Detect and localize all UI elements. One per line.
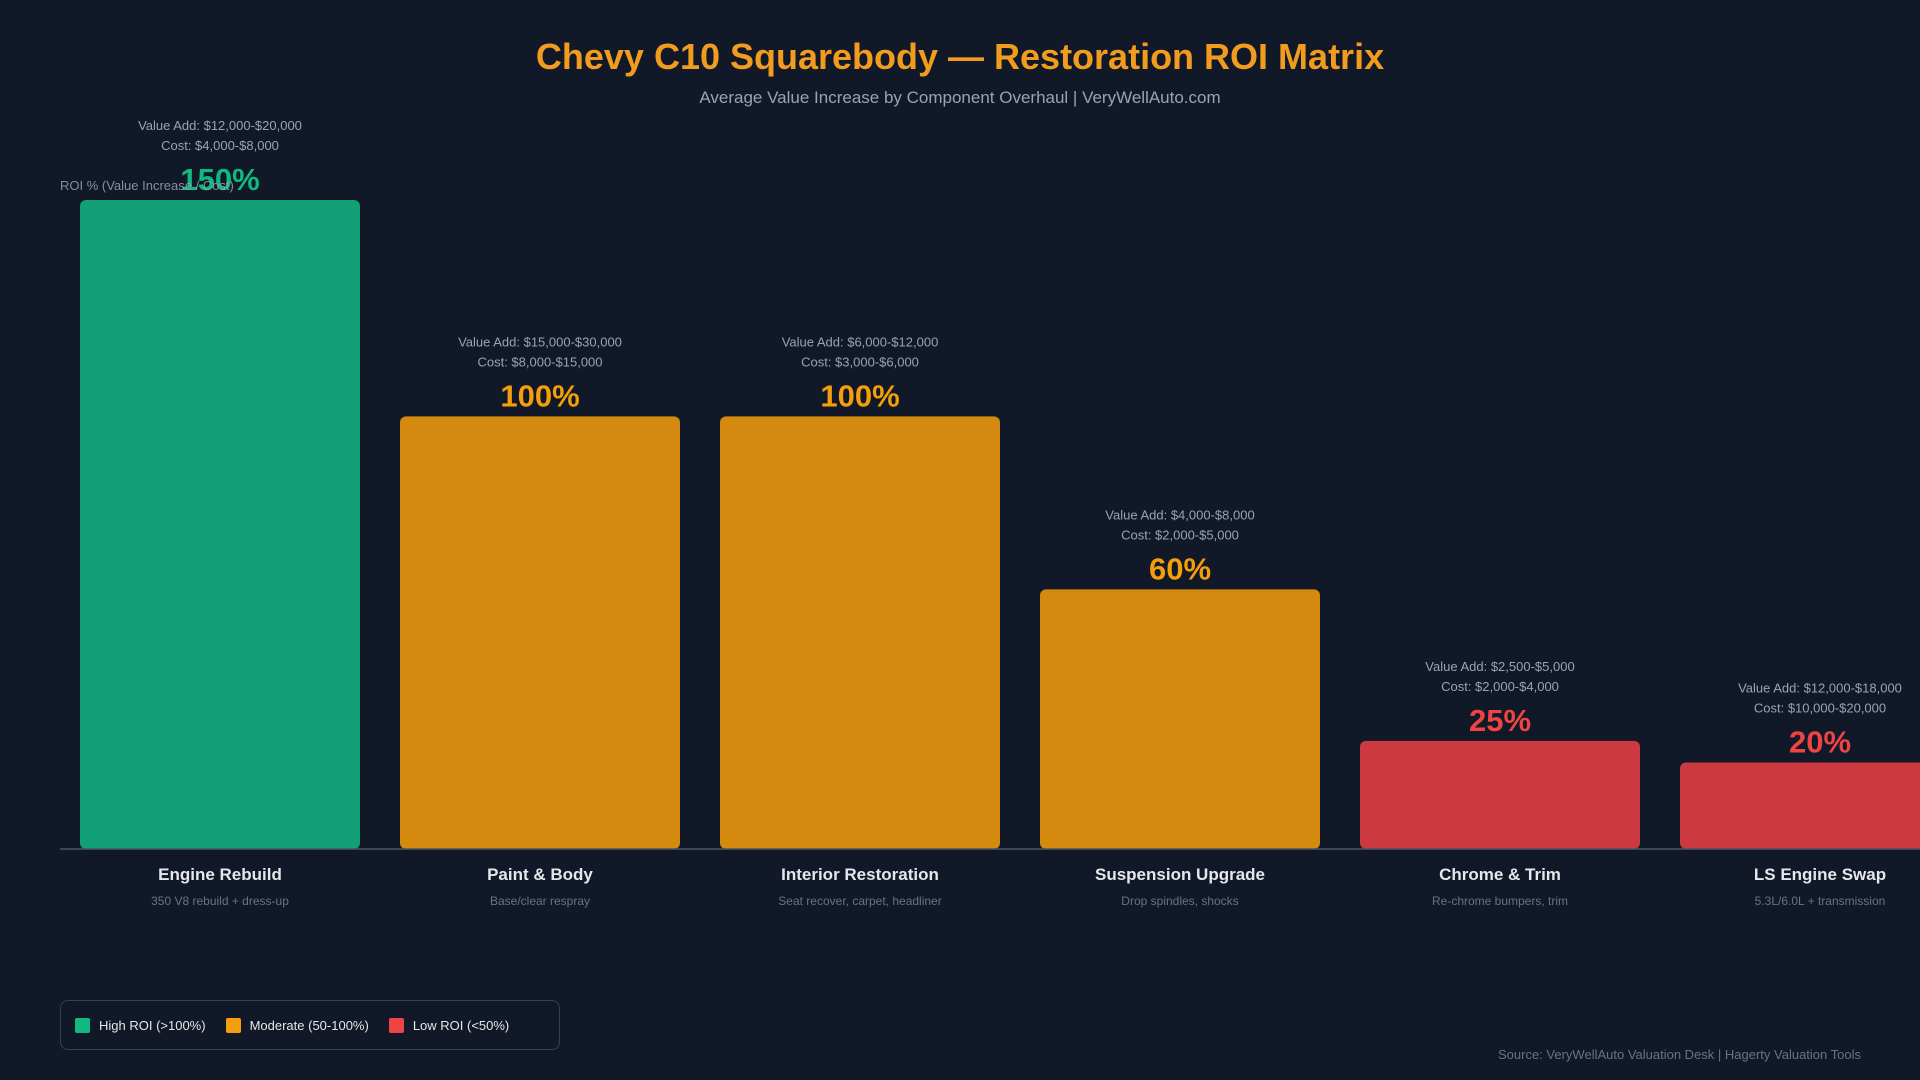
legend-label-moderate: Moderate (50-100%)	[249, 1017, 369, 1033]
value-label-3: 100%	[820, 378, 899, 413]
cost-label-3: Cost: $3,000-$6,000	[801, 354, 919, 369]
value-add-label-1: Value Add: $12,000-$20,000	[138, 118, 302, 133]
legend-swatch-moderate	[225, 1017, 241, 1033]
bar-1	[80, 200, 360, 849]
chart-subtitle: Average Value Increase by Component Over…	[699, 88, 1221, 107]
category-label-2: Paint & Body	[487, 865, 593, 884]
category-description-1: 350 V8 rebuild + dress-up	[151, 894, 289, 908]
bar-chart: 150% Cost: $4,000-$8,000 Value Add: $12,00…	[60, 118, 1920, 908]
legend-item-high: High ROI (>100%)	[75, 1017, 206, 1033]
value-add-label-6: Value Add: $12,000-$18,000	[1738, 680, 1902, 695]
cost-label-4: Cost: $2,000-$5,000	[1121, 527, 1239, 542]
category-label-3: Interior Restoration	[781, 865, 939, 884]
category-description-4: Drop spindles, shocks	[1121, 894, 1238, 908]
cost-label-6: Cost: $10,000-$20,000	[1754, 700, 1886, 715]
value-add-label-3: Value Add: $6,000-$12,000	[782, 334, 939, 349]
cost-label-2: Cost: $8,000-$15,000	[477, 354, 602, 369]
category-description-6: 5.3L/6.0L + transmission	[1755, 894, 1886, 908]
category-description-5: Re-chrome bumpers, trim	[1432, 894, 1568, 908]
value-label-2: 100%	[500, 378, 579, 413]
value-label-5: 25%	[1469, 703, 1531, 738]
legend: High ROI (>100%) Moderate (50-100%) Low …	[60, 1000, 560, 1050]
value-label-1: 150%	[180, 162, 259, 197]
legend-swatch-low	[388, 1017, 404, 1033]
value-add-label-4: Value Add: $4,000-$8,000	[1105, 507, 1254, 522]
value-add-label-2: Value Add: $15,000-$30,000	[458, 334, 622, 349]
value-add-label-5: Value Add: $2,500-$5,000	[1425, 659, 1574, 674]
bar-5	[1360, 740, 1640, 849]
legend-item-moderate: Moderate (50-100%)	[225, 1017, 369, 1033]
chart-title: Chevy C10 Squarebody — Restoration ROI M…	[535, 36, 1385, 77]
cost-label-1: Cost: $4,000-$8,000	[161, 138, 279, 153]
bar-6	[1680, 762, 1920, 849]
category-label-5: Chrome & Trim	[1439, 865, 1561, 884]
source-note: Source: VeryWellAuto Valuation Desk | Ha…	[1498, 1047, 1861, 1062]
category-label-1: Engine Rebuild	[158, 865, 282, 884]
legend-swatch-high	[75, 1017, 90, 1033]
bar-2	[400, 416, 680, 849]
category-label-4: Suspension Upgrade	[1095, 865, 1265, 884]
cost-label-5: Cost: $2,000-$4,000	[1441, 679, 1559, 694]
value-label-6: 20%	[1789, 724, 1851, 759]
value-label-4: 60%	[1149, 551, 1211, 586]
category-label-6: LS Engine Swap	[1754, 865, 1886, 884]
bar-3	[720, 416, 1000, 849]
legend-label-low: Low ROI (<50%)	[412, 1017, 510, 1033]
category-description-3: Seat recover, carpet, headliner	[778, 894, 941, 908]
y-axis-label: ROI % (Value Increase / Cost)	[60, 178, 234, 193]
legend-label-high: High ROI (>100%)	[99, 1017, 206, 1033]
legend-item-low: Low ROI (<50%)	[388, 1017, 510, 1033]
category-description-2: Base/clear respray	[490, 894, 590, 908]
bar-4	[1040, 589, 1320, 849]
